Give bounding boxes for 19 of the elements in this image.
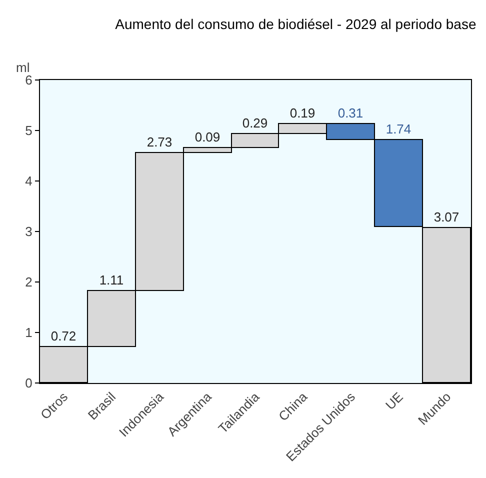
y-tick-label: 0 (25, 376, 32, 391)
data-label: 0.29 (242, 116, 268, 130)
y-axis-title: ml (16, 60, 30, 75)
data-label: 0.19 (290, 106, 316, 120)
y-tick-label: 1 (25, 325, 32, 340)
data-label: 1.74 (386, 122, 412, 136)
data-label: 1.11 (99, 272, 124, 288)
y-tick-label: 3 (25, 224, 32, 240)
y-tick-label: 4 (25, 174, 32, 189)
data-label: 2.73 (146, 134, 172, 150)
data-label: 3.07 (434, 210, 460, 224)
data-label: 0.72 (50, 328, 76, 344)
y-tick-label: 6 (25, 72, 32, 88)
y-tick-label: 5 (25, 123, 32, 138)
chart-title: Aumento del consumo de biodiésel - 2029 al periodo base (115, 16, 476, 32)
y-tick-label: 2 (25, 274, 32, 290)
data-label: 0.31 (338, 106, 364, 120)
data-label: 0.09 (194, 130, 220, 144)
x-tick-label: UE (382, 388, 406, 413)
